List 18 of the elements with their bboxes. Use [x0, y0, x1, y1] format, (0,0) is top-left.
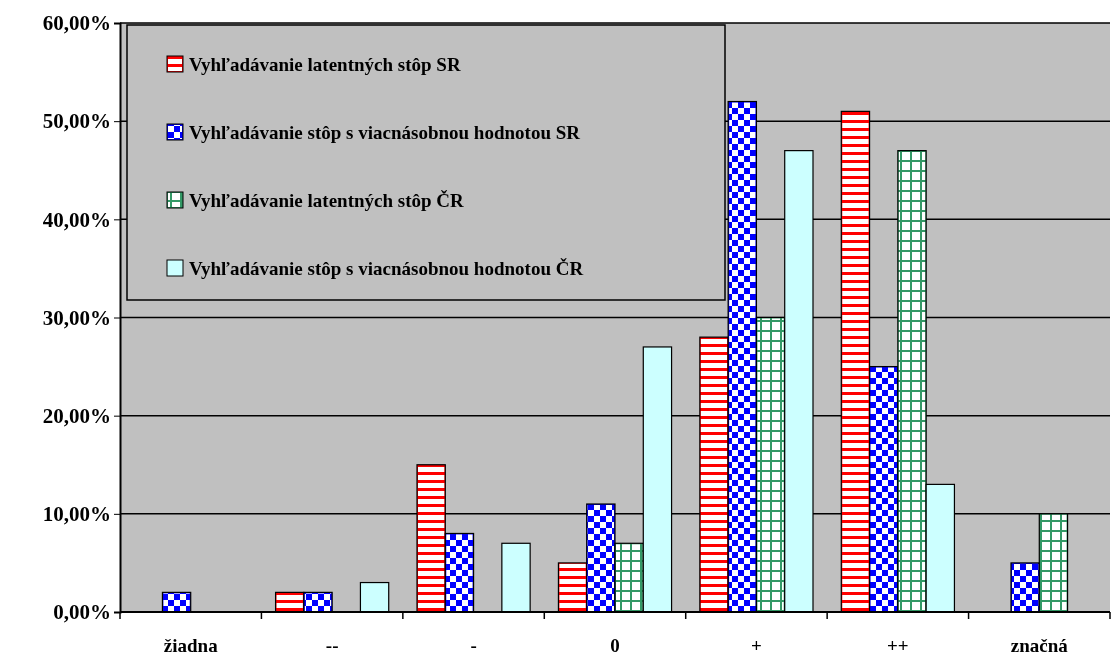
legend-label: Vyhľadávanie latentných stôp SR: [189, 54, 461, 75]
legend-label: Vyhľadávanie latentných stôp ČR: [189, 190, 465, 211]
legend-label: Vyhľadávanie stôp s viacnásobnou hodnotou ČR: [189, 258, 584, 279]
x-tick-label: +: [751, 635, 762, 656]
x-tick-label: --: [325, 635, 339, 656]
legend-label: Vyhľadávanie stôp s viacnásobnou hodnotou SR: [189, 122, 581, 143]
y-tick-label: 10,00%: [42, 502, 111, 527]
y-tick-label: 30,00%: [42, 305, 111, 330]
y-tick-label: 50,00%: [42, 109, 111, 134]
x-tick-label: značná: [1010, 635, 1069, 656]
x-tick-label: žiadna: [163, 635, 219, 656]
x-tick-label: 0: [610, 635, 620, 656]
x-tick-label: ++: [887, 635, 909, 656]
x-tick-label: -: [470, 635, 477, 656]
y-tick-label: 60,00%: [42, 11, 111, 36]
y-tick-label: 20,00%: [42, 403, 111, 428]
y-tick-label: 0,00%: [53, 600, 111, 625]
y-tick-label: 40,00%: [42, 207, 111, 232]
